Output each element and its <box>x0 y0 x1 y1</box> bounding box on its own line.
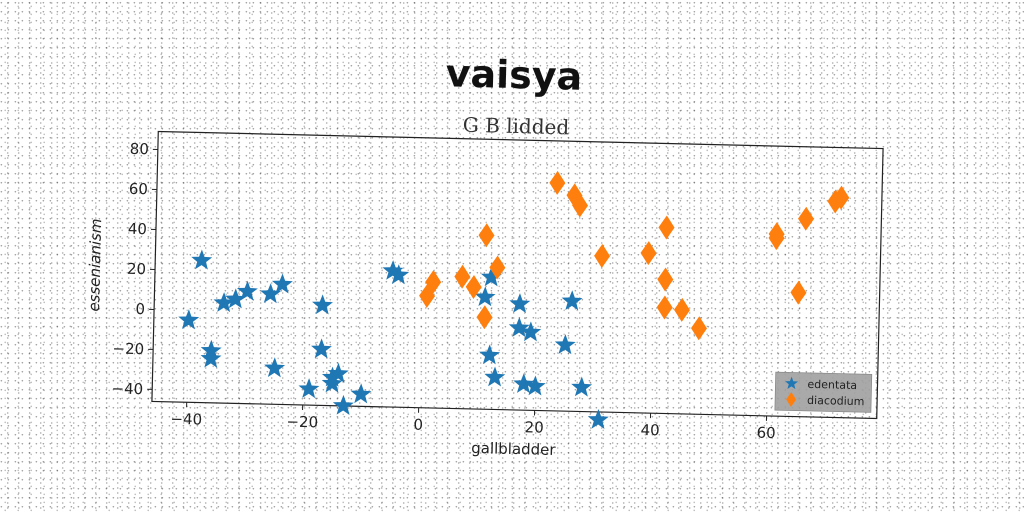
star-point-0 <box>200 347 222 368</box>
star-point-0 <box>178 309 200 330</box>
diamond-point-1 <box>572 193 589 218</box>
y-axis-ticks: −40 −20 0 20 40 60 80 <box>111 140 158 398</box>
star-point-0 <box>479 344 501 365</box>
x-tick-label: 60 <box>756 424 776 442</box>
star-point-0 <box>225 288 247 309</box>
diamond-point-1 <box>656 295 673 320</box>
star-point-0 <box>350 383 372 404</box>
star-point-0 <box>213 292 235 313</box>
diamond-point-1 <box>566 183 583 208</box>
star-point-0 <box>321 372 343 393</box>
x-tick-label: 0 <box>413 416 423 434</box>
star-point-0 <box>480 266 502 287</box>
y-tick-label: −40 <box>111 379 143 398</box>
diamond-point-1 <box>454 264 471 289</box>
data-marks <box>178 170 850 429</box>
diamond-point-1 <box>833 185 850 210</box>
star-point-0 <box>524 375 546 396</box>
star-point-0 <box>554 334 576 355</box>
star-point-0 <box>271 273 293 294</box>
star-point-0 <box>484 366 506 387</box>
star-point-0 <box>311 338 332 359</box>
star-point-0 <box>474 286 496 307</box>
legend-label: edentata <box>807 378 857 392</box>
diamond-point-1 <box>478 223 495 248</box>
x-tick-label: 40 <box>640 421 660 439</box>
star-point-0 <box>587 408 609 429</box>
star-point-0 <box>298 378 320 399</box>
plot-area-group: −40 −20 0 20 40 60 −40 −20 0 20 40 60 80 gallbladde… <box>85 130 884 459</box>
star-point-0 <box>509 293 531 314</box>
diamond-point-1 <box>798 206 815 231</box>
diamond-point-1 <box>549 170 566 195</box>
legend-label: diacodium <box>807 394 865 408</box>
star-point-0 <box>382 260 404 281</box>
legend: edentata diacodium <box>774 371 873 413</box>
star-point-0 <box>312 294 333 315</box>
star-point-0 <box>513 373 535 394</box>
y-tick-label: 60 <box>129 180 149 198</box>
diamond-point-1 <box>489 255 506 280</box>
diamond-point-1 <box>640 241 657 266</box>
diamond-point-1 <box>476 305 493 330</box>
x-tick-label: −20 <box>286 413 318 432</box>
diamond-point-1 <box>790 280 807 305</box>
star-point-0 <box>236 280 258 301</box>
x-tick-label: 20 <box>524 418 544 436</box>
chart-subtitle: G B lidded <box>462 113 569 140</box>
y-tick-label: 40 <box>128 220 148 238</box>
star-point-0 <box>332 394 354 415</box>
plot-frame <box>151 130 884 420</box>
y-tick-label: 20 <box>127 260 147 278</box>
chart-title: vaisya <box>445 51 583 99</box>
star-point-0 <box>388 264 410 285</box>
diamond-point-1 <box>768 226 785 251</box>
y-tick-label: −20 <box>112 339 144 358</box>
y-tick-label: 0 <box>135 300 145 318</box>
star-point-0 <box>264 357 286 378</box>
y-axis-label: essenianism <box>85 218 105 311</box>
star-point-0 <box>508 317 530 338</box>
diamond-point-1 <box>425 270 442 295</box>
star-point-0 <box>520 321 542 342</box>
diamond-point-1 <box>657 267 674 292</box>
legend-marker-1 <box>786 392 797 407</box>
diamond-point-1 <box>594 243 611 268</box>
diamond-point-1 <box>674 297 691 322</box>
x-axis-ticks: −40 −20 0 20 40 60 <box>170 402 776 442</box>
x-tick-label: −40 <box>170 410 202 429</box>
legend-marker-0 <box>785 376 799 390</box>
x-axis-label: gallbladder <box>471 439 557 459</box>
diamond-point-1 <box>690 316 707 341</box>
star-point-0 <box>260 283 282 304</box>
star-point-0 <box>191 249 213 270</box>
star-point-0 <box>571 376 593 397</box>
diamond-point-1 <box>465 274 482 299</box>
diamond-point-1 <box>658 215 675 240</box>
star-point-0 <box>561 290 583 311</box>
y-tick-label: 80 <box>130 140 150 158</box>
legend-box <box>774 371 873 413</box>
